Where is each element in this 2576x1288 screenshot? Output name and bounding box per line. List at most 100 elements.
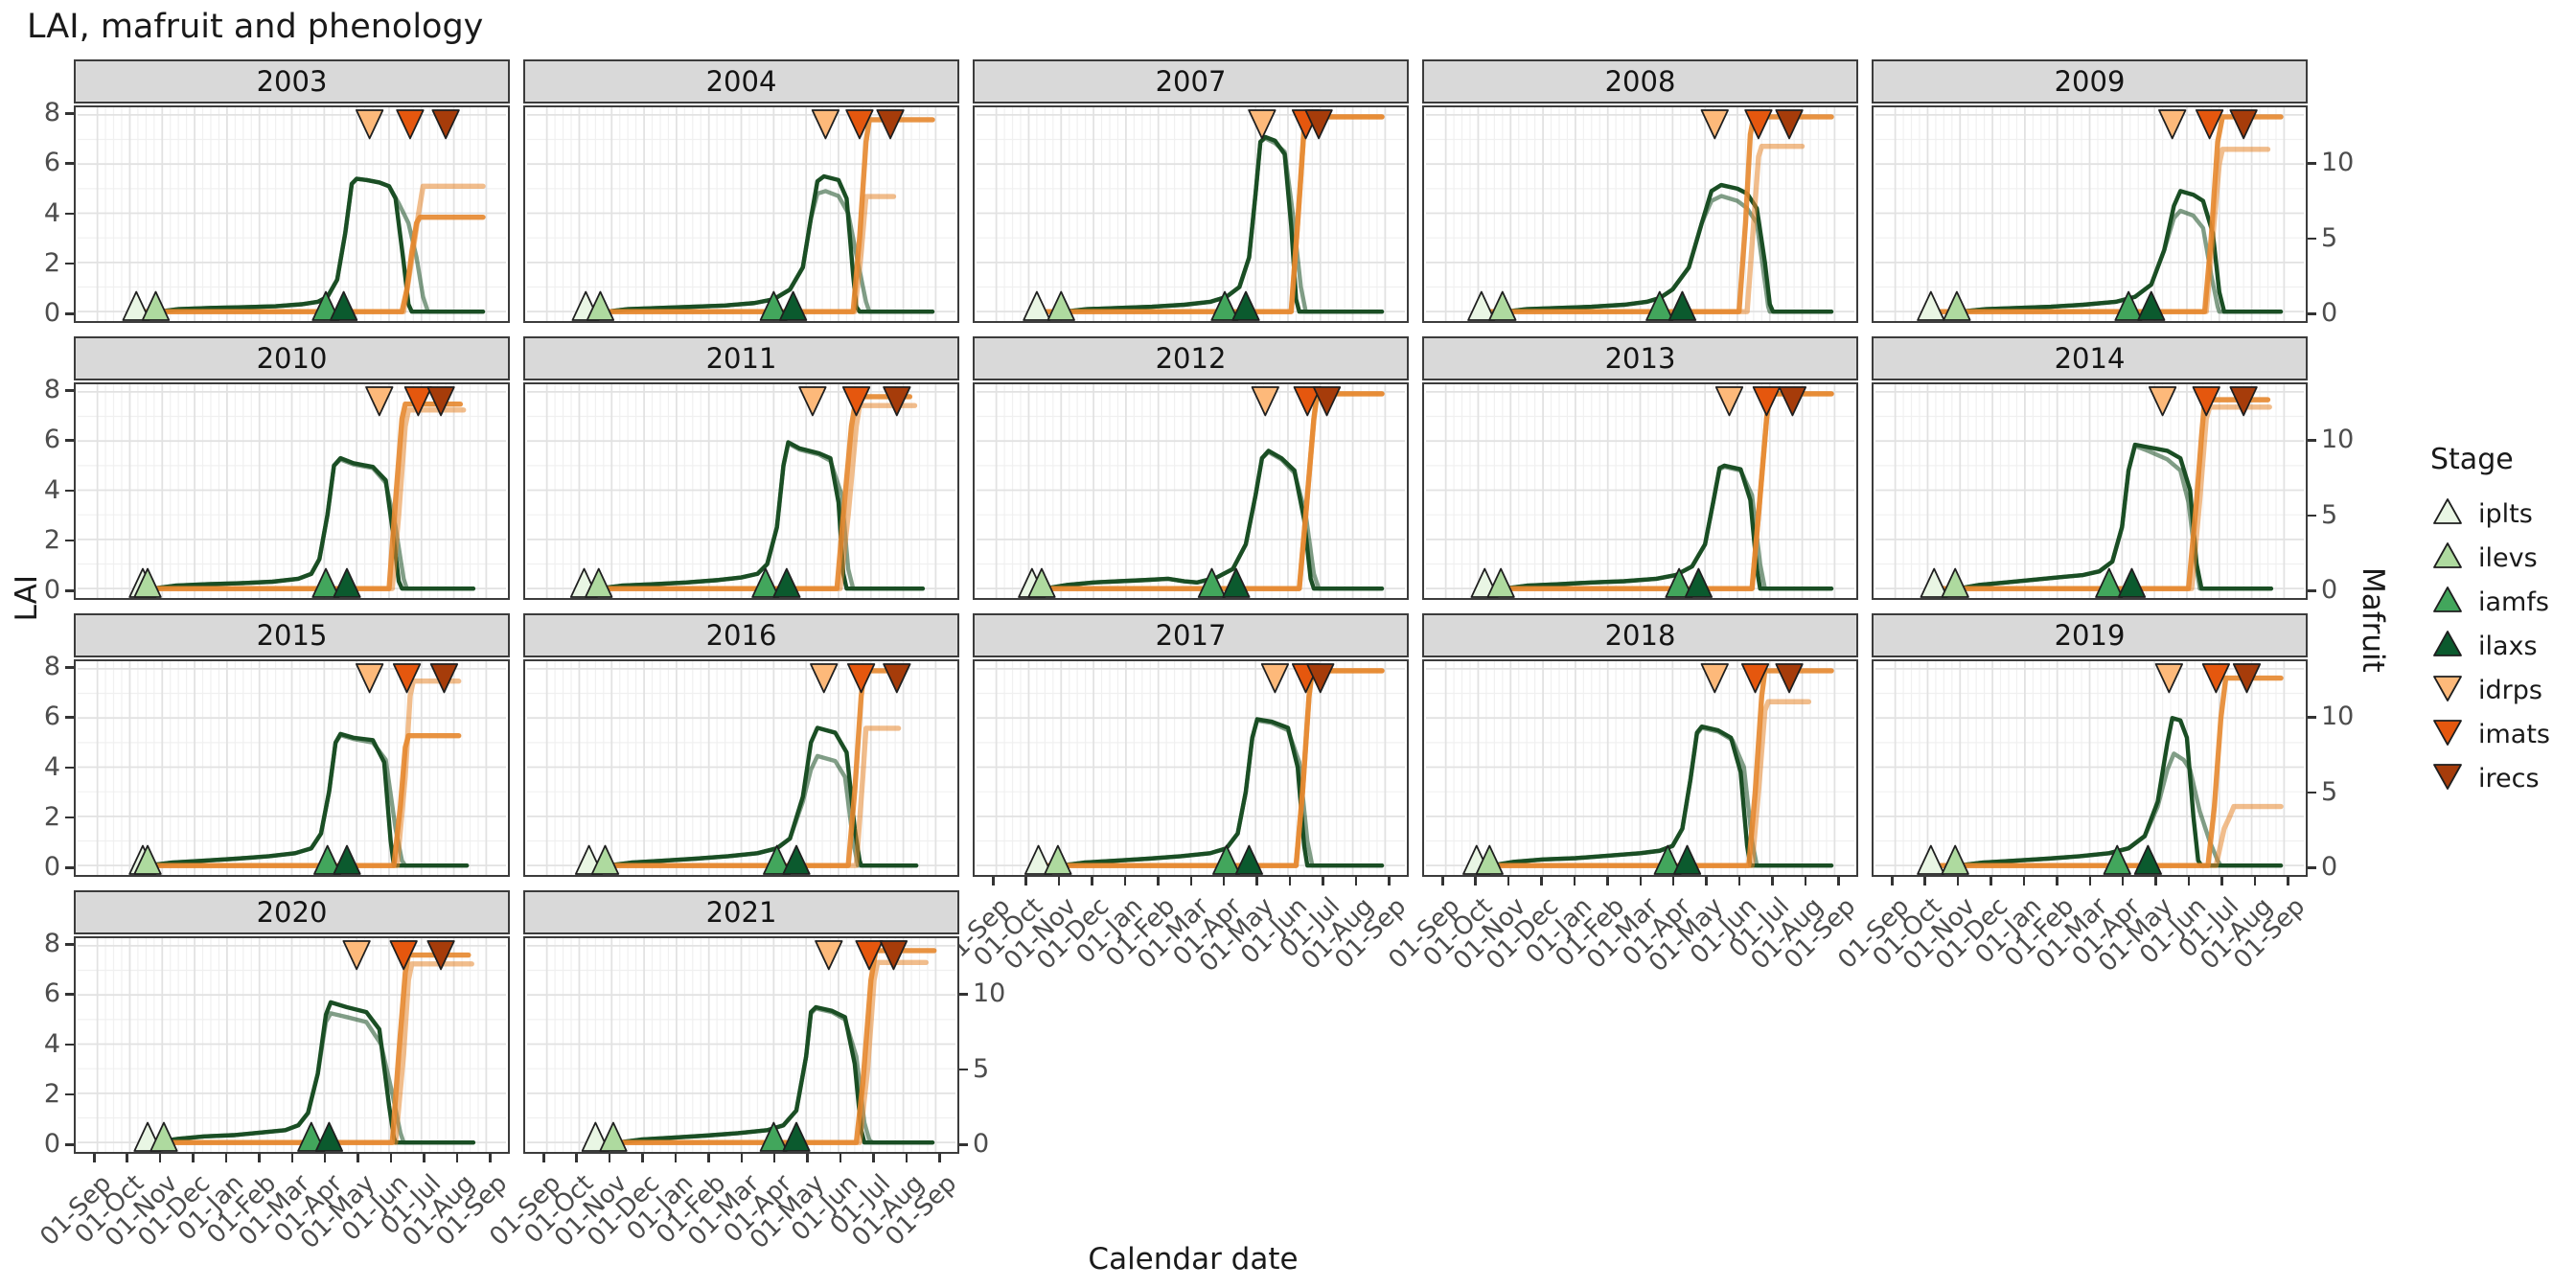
ilevs-marker (1486, 567, 1515, 598)
x-axis-tick (2022, 877, 2026, 886)
legend-item-label: iamfs (2478, 586, 2549, 617)
x-axis-tick (1671, 877, 1675, 886)
y-axis-label-left: 4 (43, 474, 60, 505)
y-axis-tick-left (65, 1143, 74, 1146)
y-axis-label-left: 4 (43, 197, 60, 228)
y-axis-tick-left (65, 589, 74, 592)
x-axis-tick (455, 1154, 459, 1162)
facet-panel-2008 (1422, 105, 1858, 323)
facet-panel-2020 (74, 936, 510, 1154)
legend-item-irecs: irecs (2430, 756, 2574, 800)
y-axis-tick-left (65, 993, 74, 996)
idrps-marker (815, 940, 843, 971)
idrps-marker (1248, 109, 1276, 140)
irecs-marker (883, 386, 911, 417)
facet-strip-2021: 2021 (523, 890, 959, 934)
y-axis-label-left: 0 (43, 1129, 60, 1159)
iamfs-legend-icon (2430, 584, 2465, 620)
facet-panel-2014 (1872, 382, 2308, 600)
irecs-marker (1775, 663, 1804, 694)
y-axis-label-left: 0 (43, 852, 60, 882)
x-axis-tick (2121, 877, 2125, 886)
y-axis-label-left: 6 (43, 978, 60, 1009)
imats-marker (845, 109, 874, 140)
x-axis-tick (905, 1154, 908, 1162)
facet-chart-2017 (977, 661, 1405, 875)
ilaxs-marker (2137, 290, 2166, 321)
facet-chart-2003 (78, 107, 506, 321)
ilevs-marker (150, 1121, 178, 1152)
y-axis-label-right: 5 (973, 1053, 990, 1084)
idrps-legend-icon (2430, 672, 2465, 708)
iplts-marker (1467, 290, 1496, 321)
legend-item-label: idrps (2478, 675, 2542, 705)
y-axis-label-left: 8 (43, 929, 60, 958)
irecs-marker (426, 940, 455, 971)
y-axis-label-right: 0 (973, 1129, 990, 1159)
x-axis-tick (158, 1154, 162, 1162)
irecs-marker (876, 109, 905, 140)
facet-strip-2017: 2017 (973, 613, 1409, 657)
x-axis-tick (489, 1154, 492, 1162)
y-axis-label-left: 6 (43, 702, 60, 732)
imats-marker (1740, 663, 1770, 694)
x-axis-tick (1222, 877, 1226, 886)
y-axis-tick-right (2308, 589, 2316, 592)
irecs-marker (2229, 386, 2258, 417)
y-axis-label-right: 10 (2321, 148, 2355, 178)
iplts-marker (581, 1121, 610, 1152)
facet-panel-2015 (74, 659, 510, 877)
irecs-marker (883, 663, 911, 694)
x-axis-tick (1189, 877, 1193, 886)
x-axis-tick (806, 1154, 809, 1162)
x-axis-tick (1388, 877, 1391, 886)
legend-item-idrps: idrps (2430, 668, 2574, 712)
idrps-marker (2154, 663, 2184, 694)
iamfs-marker (311, 290, 340, 321)
legend-item-label: ilaxs (2478, 631, 2538, 661)
idrps-marker (365, 386, 394, 417)
iplts-marker (1024, 844, 1053, 875)
x-axis-tick (290, 1154, 294, 1162)
idrps-marker (1700, 109, 1729, 140)
y-axis-tick-right (2308, 514, 2316, 518)
x-axis-tick (423, 1154, 426, 1162)
idrps-marker (810, 663, 839, 694)
iplts-marker (1917, 844, 1945, 875)
irecs-marker (426, 386, 455, 417)
iamfs-marker (1210, 290, 1239, 321)
ilaxs-marker (1222, 567, 1251, 598)
facet-panel-2004 (523, 105, 959, 323)
y-axis-label-left: 0 (43, 575, 60, 605)
imats-marker (841, 386, 871, 417)
facet-strip-2008: 2008 (1422, 59, 1858, 104)
y-axis-tick-right (2308, 439, 2316, 442)
facet-label: 2009 (2054, 65, 2126, 98)
y-axis-tick-right (2308, 162, 2316, 165)
facet-panel-2003 (74, 105, 510, 323)
x-axis-tick (1354, 877, 1358, 886)
idrps-marker (1260, 663, 1290, 694)
imats-marker (389, 940, 418, 971)
x-axis-tick (608, 1154, 611, 1162)
irecs-legend-icon (2430, 760, 2465, 796)
y-axis-label-right: 10 (973, 978, 1006, 1009)
irecs-marker (2232, 663, 2262, 694)
facet-chart-2013 (1426, 384, 1854, 598)
y-axis-label-left: 6 (43, 425, 60, 455)
legend-item-imats: imats (2430, 712, 2574, 756)
facet-strip-2011: 2011 (523, 336, 959, 380)
iamfs-marker (2103, 844, 2131, 875)
facet-chart-2008 (1426, 107, 1854, 321)
imats-marker (846, 663, 876, 694)
x-axis-tick (1255, 877, 1258, 886)
x-axis-tick (1705, 877, 1708, 886)
legend-item-label: ilevs (2478, 542, 2538, 573)
x-axis-tick (258, 1154, 261, 1162)
facet-label: 2017 (1155, 619, 1227, 652)
x-axis-title: Calendar date (1088, 1242, 1299, 1276)
facet-label: 2010 (256, 342, 328, 375)
x-axis-tick (1474, 877, 1477, 886)
